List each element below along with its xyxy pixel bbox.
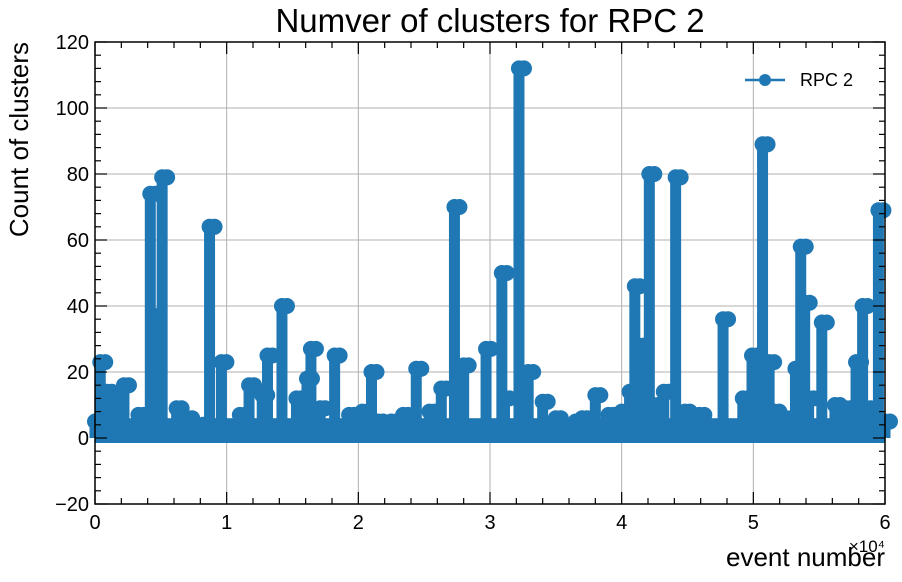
data-point-cap: [696, 406, 713, 423]
y-axis-label: Count of clusters: [4, 42, 34, 237]
data-point-cap: [515, 60, 532, 77]
y-tick-label: 120: [56, 32, 89, 54]
x-tick-label: 3: [484, 512, 495, 534]
plot-area: [87, 60, 898, 443]
y-tick-label: 60: [67, 230, 89, 252]
x-axis-label: event number: [726, 542, 885, 572]
data-point-cap: [525, 364, 542, 380]
x-tick-label: 4: [616, 512, 627, 534]
data-point-cap: [206, 218, 223, 235]
axis-ticks: [94, 41, 886, 505]
data-point-cap: [552, 410, 569, 427]
data-point-cap: [451, 199, 468, 215]
data-point-cap: [368, 364, 385, 380]
x-tick-label: 2: [353, 512, 364, 534]
data-point-cap: [539, 393, 556, 410]
data-point-cap: [797, 238, 814, 255]
legend: RPC 2: [745, 70, 853, 90]
data-point-cap: [278, 298, 295, 314]
y-tick-label: 80: [67, 164, 89, 186]
data-point-cap: [97, 354, 114, 371]
data-point-cap: [818, 314, 835, 331]
data-point-cap: [483, 340, 500, 357]
y-tick-label: 100: [56, 98, 89, 120]
data-point-cap: [859, 298, 876, 314]
data-point-cap: [646, 166, 663, 182]
data-point-cap: [882, 413, 898, 430]
y-tick-label: 20: [67, 362, 89, 384]
legend-dot-marker: [759, 74, 771, 86]
data-point-cap: [159, 169, 176, 186]
data-point-cap: [307, 340, 324, 357]
data-point-cap: [592, 387, 609, 404]
data-point-cap: [801, 294, 818, 311]
y-tick-label: 40: [67, 296, 89, 318]
data-point-cap: [720, 311, 737, 328]
data-point-cap: [218, 354, 235, 371]
x-axis-offset-label: ×10⁴: [849, 537, 885, 556]
x-tick-labels: 0 1 2 3 4 5 6: [89, 512, 890, 534]
x-tick-label: 6: [879, 512, 890, 534]
data-point-cap: [875, 202, 892, 219]
data-point-cap: [331, 347, 348, 364]
y-tick-labels: −20 0 20 40 60 80 100 120: [55, 32, 89, 516]
chart-title: Numver of clusters for RPC 2: [275, 2, 704, 39]
legend-entry-rpc-2: RPC 2: [800, 70, 853, 90]
y-tick-label: 0: [78, 428, 89, 450]
data-point-cap: [766, 354, 783, 371]
data-point-cap: [460, 357, 477, 374]
data-point-cap: [413, 360, 430, 377]
data-point-cap: [759, 136, 776, 153]
x-tick-label: 5: [748, 512, 759, 534]
x-tick-label: 0: [89, 512, 100, 534]
x-tick-label: 1: [221, 512, 232, 534]
data-point-cap: [120, 377, 137, 394]
y-tick-label: −20: [55, 494, 89, 516]
data-point-cap: [498, 265, 515, 281]
data-point-cap: [672, 169, 689, 186]
